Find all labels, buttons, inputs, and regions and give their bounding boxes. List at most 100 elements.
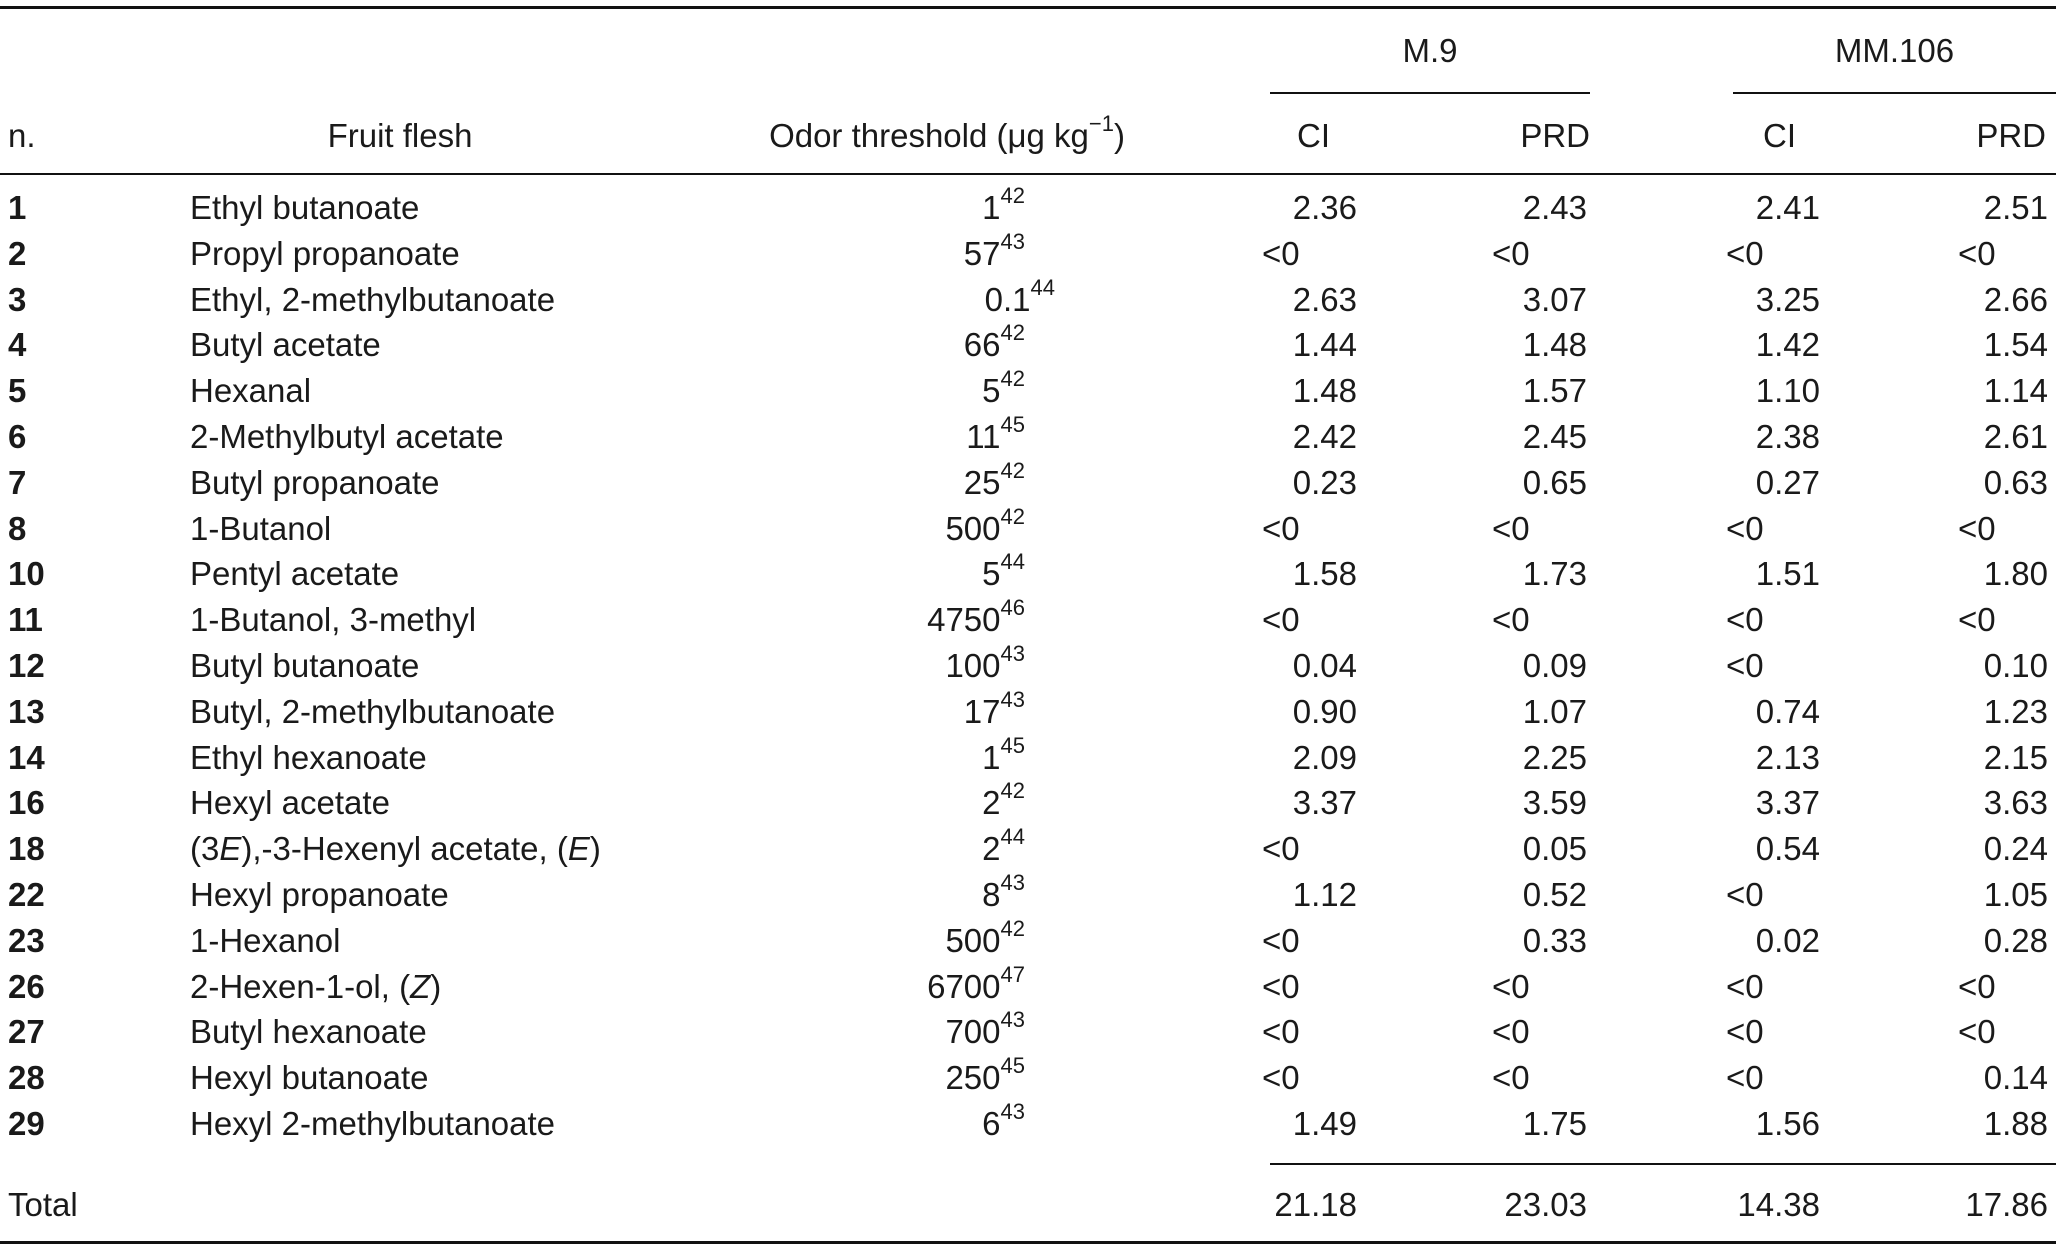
mm106-prd-value: 0.14 [1983,1059,2048,1096]
compound-name: 2-Methylbutyl acetate [190,418,504,455]
mm106-ci-value: <0 [1726,1013,1764,1050]
mm106-prd-value: <0 [1958,1013,1996,1050]
threshold-reference: 43 [1000,1099,1025,1124]
mm106-prd-value: 0.24 [1983,830,2048,867]
threshold-value: 6 [982,1105,1001,1142]
total-mm-prd: 17.86 [1965,1186,2048,1223]
threshold-reference: 45 [1000,1053,1025,1078]
odor-threshold: 6642 [780,322,1025,368]
odor-threshold: 10043 [780,643,1025,689]
compound-name: Butyl butanoate [190,647,420,684]
threshold-value: 57 [963,235,1001,272]
threshold-reference: 44 [1000,549,1025,574]
compound-name: Ethyl hexanoate [190,739,427,776]
mm106-ci-value: 3.25 [1755,281,1820,318]
m9-prd-value: 1.48 [1522,326,1587,363]
mm106-ci-value: 2.13 [1755,739,1820,776]
m9-prd-value: 3.59 [1522,784,1587,821]
compound-name: Hexyl 2-methylbutanoate [190,1105,556,1142]
mm106-ci-value: 1.42 [1755,326,1820,363]
mm106-prd-value: 1.05 [1983,876,2048,913]
row-number: 13 [8,693,45,730]
m9-group-rule [1270,92,1590,94]
m9-prd-value: 1.57 [1522,372,1587,409]
m9-ci-value: <0 [1262,1059,1300,1096]
mm106-ci-value: 3.37 [1755,784,1820,821]
threshold-reference: 42 [1000,504,1025,529]
m9-prd-value: 1.07 [1522,693,1587,730]
mm106-prd-value: <0 [1958,968,1996,1005]
odor-threshold: 145 [780,735,1025,781]
bottom-rule [0,1241,2056,1244]
row-number: 4 [8,326,27,363]
m9-prd-value: <0 [1492,601,1530,638]
odor-threshold: 544 [780,551,1025,597]
m9-ci-value: 1.44 [1292,326,1357,363]
threshold-value: 250 [945,1059,1001,1096]
compound-name: Butyl acetate [190,326,381,363]
mm106-ci-value: 1.51 [1755,555,1820,592]
total-label: Total [8,1186,78,1223]
m9-prd-value: 2.45 [1522,418,1587,455]
m9-ci-value: 1.48 [1292,372,1357,409]
threshold-value: 25 [963,464,1001,501]
compound-name: Propyl propanoate [190,235,460,272]
odor-threshold: 242 [780,780,1025,826]
mm106-prd-value: 2.61 [1983,418,2048,455]
m9-ci-value: <0 [1262,922,1300,959]
odor-threshold: 244 [780,826,1025,872]
m9-prd-value: 1.73 [1522,555,1587,592]
threshold-reference: 47 [1000,962,1025,987]
threshold-reference: 45 [1000,733,1025,758]
threshold-value: 500 [945,922,1001,959]
mm106-prd-value: 1.88 [1983,1105,2048,1142]
mm106-ci-value: 2.41 [1755,189,1820,226]
row-number: 11 [8,601,43,638]
compound-name: 1-Butanol [190,510,332,547]
compound-name: 2-Hexen-1-ol, (Z) [190,968,442,1005]
threshold-value: 500 [945,510,1001,547]
row-number: 18 [8,830,45,867]
mm106-prd-value: 0.28 [1983,922,2048,959]
threshold-value: 2 [982,830,1001,867]
mm106-ci-value: <0 [1726,1059,1764,1096]
m9-ci-value: 2.63 [1292,281,1357,318]
compound-name: 1-Butanol, 3-methyl [190,601,477,638]
mm106-prd-value: 1.54 [1983,326,2048,363]
m9-ci-value: <0 [1262,1013,1300,1050]
m9-prd-value: 1.75 [1522,1105,1587,1142]
m9-ci-value: 0.23 [1292,464,1357,501]
threshold-value: 100 [945,647,1001,684]
col-header-mm-ci: CI [1763,117,1796,154]
odor-threshold: 542 [780,368,1025,414]
mm106-prd-value: 2.51 [1983,189,2048,226]
threshold-reference: 43 [1000,870,1025,895]
threshold-value: 11 [966,418,1001,455]
odor-threshold: 70043 [780,1009,1025,1055]
threshold-value: 1 [982,739,1001,776]
threshold-reference: 46 [1000,595,1025,620]
m9-ci-value: <0 [1262,601,1300,638]
threshold-reference: 42 [1000,778,1025,803]
compound-name: Butyl, 2-methylbutanoate [190,693,556,730]
mm106-ci-value: <0 [1726,235,1764,272]
mm106-ci-value: <0 [1726,876,1764,913]
mm106-ci-value: 0.27 [1755,464,1820,501]
threshold-reference: 42 [1000,916,1025,941]
m9-prd-value: 3.07 [1522,281,1587,318]
odor-threshold: 843 [780,872,1025,918]
threshold-value: 700 [945,1013,1001,1050]
odor-threshold: 1743 [780,689,1025,735]
m9-ci-value: 1.12 [1292,876,1357,913]
odor-threshold: 475046 [780,597,1025,643]
m9-prd-value: 0.05 [1522,830,1587,867]
mm106-ci-value: <0 [1726,601,1764,638]
threshold-reference: 42 [1000,458,1025,483]
total-m9-prd: 23.03 [1504,1186,1587,1223]
odor-threshold: 643 [780,1101,1025,1147]
m9-ci-value: 2.42 [1292,418,1357,455]
threshold-reference: 44 [1030,275,1055,300]
m9-ci-value: <0 [1262,235,1300,272]
col-header-m9-ci: CI [1297,117,1330,154]
m9-ci-value: 1.58 [1292,555,1357,592]
